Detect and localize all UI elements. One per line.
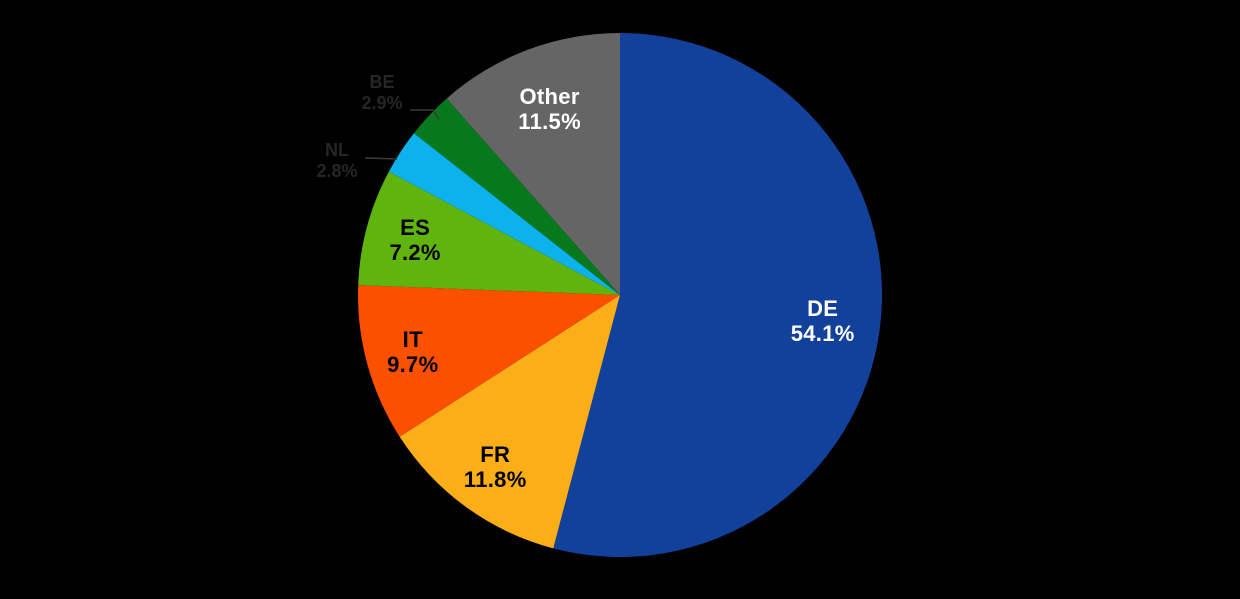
pie-slice-fr (399, 295, 620, 549)
leader-lines (364, 109, 440, 160)
pie-slice-be (413, 98, 620, 295)
pie-slice-de (553, 33, 883, 557)
leader-line-be (410, 109, 440, 120)
leader-line-nl (364, 157, 398, 160)
pie-slice-other (446, 33, 620, 295)
pie-slice-it (358, 285, 620, 437)
pie-slice-nl (388, 133, 620, 295)
pie-slices (358, 33, 883, 557)
pie-slice-es (358, 171, 620, 295)
